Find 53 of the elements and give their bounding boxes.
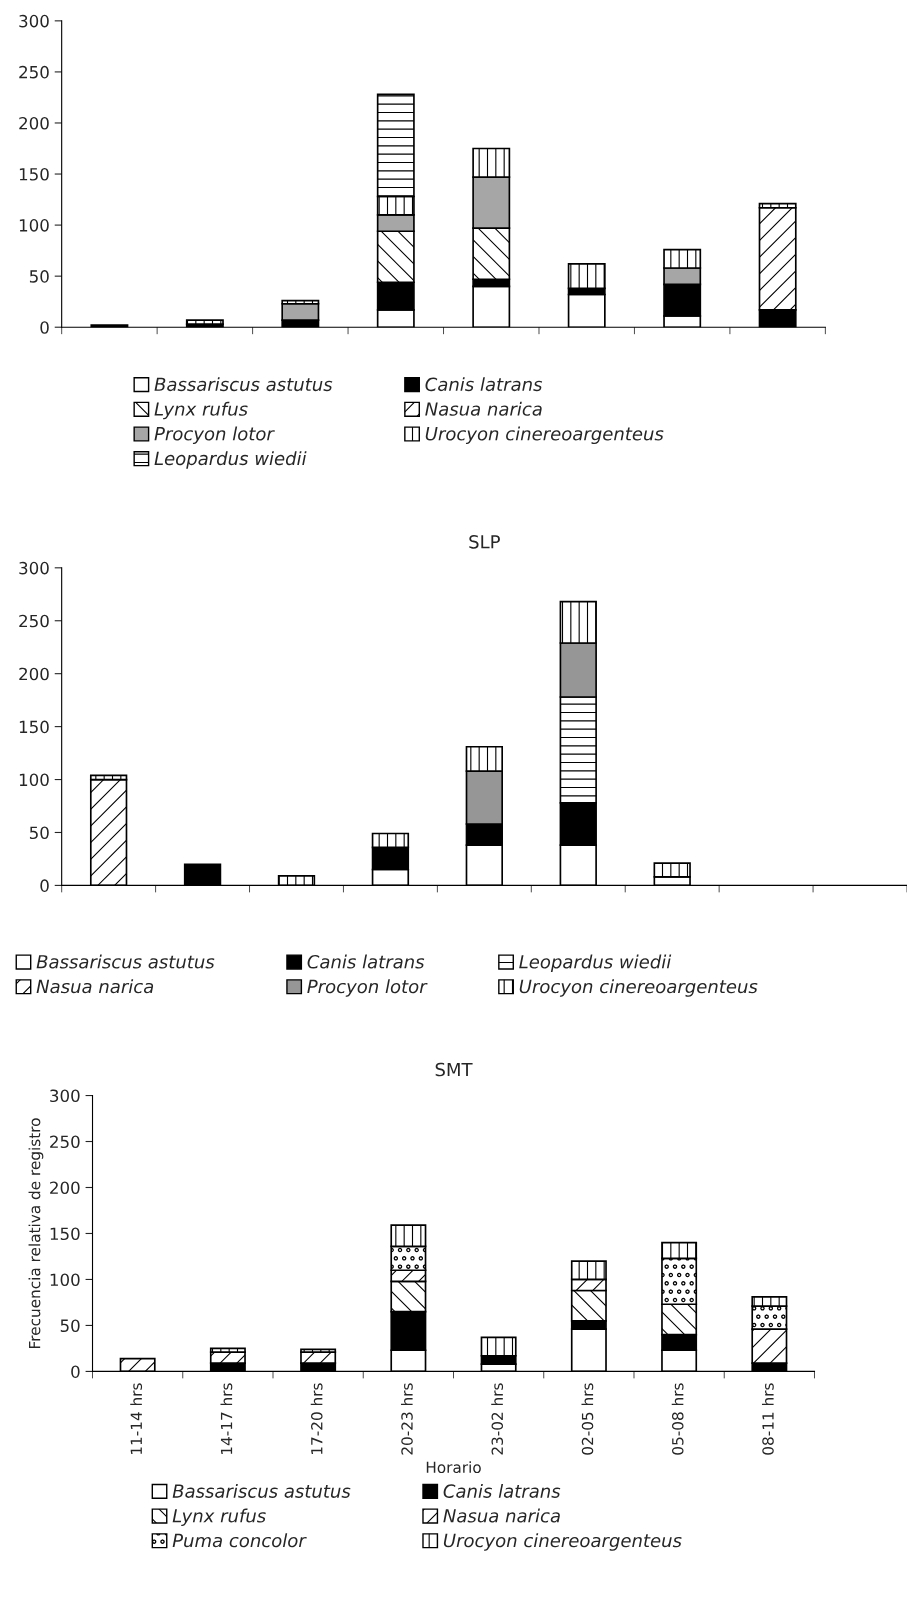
y-tick-label: 50 — [60, 1319, 80, 1333]
x-tick-label: 05-08 hrs — [671, 1383, 684, 1455]
y-axis-title: Frecuencia relativa de registro — [28, 1118, 44, 1348]
legend-label: Urocyon cinereoargenteus — [425, 426, 664, 445]
chart-title: SMT — [435, 1062, 473, 1077]
y-tick-label: 250 — [19, 65, 49, 79]
legend-label: Urocyon cinereoargenteus — [519, 979, 758, 997]
y-tick-label: 200 — [19, 116, 49, 130]
legend-label: Canis latrans — [425, 377, 543, 392]
y-tick-label: 300 — [19, 14, 49, 28]
y-tick-label: 0 — [71, 1365, 80, 1378]
x-tick-label: 14-17 hrs — [220, 1383, 233, 1455]
x-tick-label: 11-14 hrs — [130, 1383, 143, 1455]
x-tick-label: 23-02 hrs — [491, 1383, 504, 1455]
y-tick-label: 200 — [50, 1181, 80, 1195]
legend-label: Canis latrans — [307, 954, 425, 969]
y-tick-label: 250 — [50, 1135, 80, 1149]
y-tick-label: 200 — [19, 667, 49, 681]
x-tick-label: 17-20 hrs — [310, 1383, 323, 1455]
y-tick-label: 0 — [40, 321, 49, 334]
y-tick-label: 250 — [19, 614, 49, 628]
x-tick-label: 20-23 hrs — [400, 1383, 413, 1455]
legend-label: Leopardus wiedii — [154, 451, 307, 469]
x-tick-label: 02-05 hrs — [581, 1383, 594, 1455]
y-tick-label: 150 — [19, 168, 49, 181]
legend-label: Procyon lotor — [307, 979, 428, 997]
y-tick-label: 50 — [29, 826, 49, 840]
bar — [185, 319, 224, 325]
legend-label: Nasua narica — [36, 979, 154, 994]
x-axis-title: Horario — [426, 1461, 481, 1474]
legend-label: Bassariscus astutus — [36, 954, 215, 969]
legend-label: Bassariscus astutus — [154, 377, 333, 392]
legend-label: Bassariscus astutus — [172, 1483, 351, 1498]
y-tick-label: 150 — [50, 1227, 80, 1241]
y-tick-label: 100 — [50, 1273, 80, 1287]
y-tick-label: 0 — [40, 879, 49, 892]
y-tick-label: 50 — [29, 270, 49, 283]
chart-title: SLP — [469, 534, 500, 549]
y-tick-label: 300 — [50, 1089, 80, 1103]
legend-label: Puma concolor — [172, 1533, 307, 1548]
y-tick-label: 150 — [19, 720, 49, 734]
legend-label: Nasua narica — [425, 401, 542, 416]
x-tick-label: 08-11 hrs — [761, 1383, 774, 1455]
legend-label: Leopardus wiedii — [519, 954, 672, 973]
legend-label: Urocyon cinereoargenteus — [443, 1533, 682, 1551]
legend-label: Canis latrans — [443, 1483, 561, 1498]
y-tick-label: 100 — [19, 773, 49, 787]
y-tick-label: 100 — [19, 219, 49, 232]
legend-label: Procyon lotor — [154, 426, 275, 445]
legend-label: Nasua narica — [443, 1508, 560, 1523]
legend-label: Lynx rufus — [172, 1508, 266, 1527]
legend-label: Lynx rufus — [154, 401, 248, 420]
y-tick-label: 300 — [19, 561, 49, 575]
